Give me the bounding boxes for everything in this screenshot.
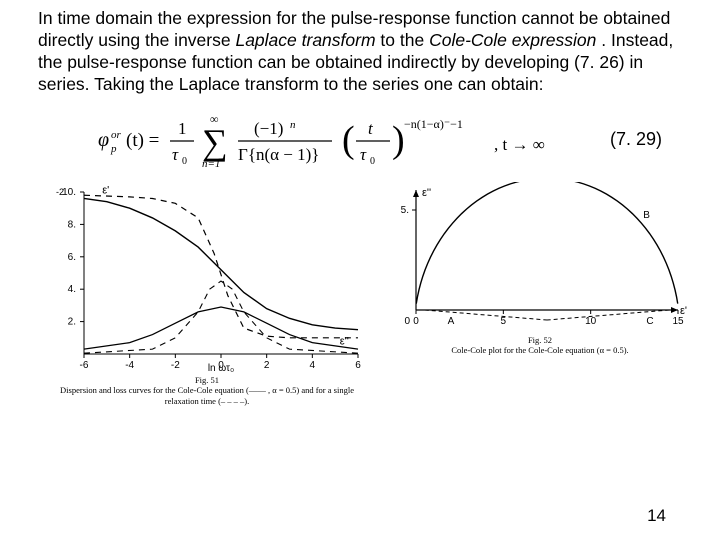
colecole-term: Cole-Cole expression [429, 30, 596, 50]
svg-text:0: 0 [404, 316, 410, 327]
fig52-cap1: Fig. 52 [451, 335, 628, 346]
svg-text:0: 0 [370, 156, 375, 167]
svg-text:, t → ∞: , t → ∞ [494, 135, 545, 154]
svg-text:6.: 6. [68, 251, 76, 262]
svg-text:∞: ∞ [210, 112, 219, 126]
svg-text:-6: -6 [80, 360, 89, 371]
svg-text:10.: 10. [62, 187, 76, 198]
equation-row: φ p or (t) = 1 τ 0 ∑ ∞ n=1 (−1) n Γ{n(α … [38, 110, 682, 170]
svg-text:ε'': ε'' [422, 187, 431, 199]
para-between: to the [380, 30, 429, 50]
svg-text:8.: 8. [68, 219, 76, 230]
svg-text:-4: -4 [125, 360, 134, 371]
svg-text:t: t [368, 119, 374, 138]
svg-text:n=1: n=1 [202, 158, 220, 170]
svg-text:τ: τ [360, 145, 367, 164]
svg-text:4.: 4. [68, 284, 76, 295]
figure-right: 5 10 15 5. ε'' ε' 0 A B C 0 Fig. 52 Cole-Cole plot… [390, 182, 690, 407]
svg-text:0: 0 [182, 156, 187, 167]
fig52-svg: 5 10 15 5. ε'' ε' 0 A B C 0 [390, 182, 690, 332]
fig52-caption: Fig. 52 Cole-Cole plot for the Cole-Cole… [451, 335, 628, 356]
svg-text:C: C [646, 316, 653, 327]
svg-text:n: n [290, 119, 296, 131]
svg-text:4: 4 [310, 360, 316, 371]
svg-text:or: or [111, 129, 122, 141]
equation-number: (7. 29) [610, 129, 672, 150]
svg-text:2: 2 [264, 360, 270, 371]
svg-text:ε': ε' [102, 184, 109, 196]
fig51-cap3: relaxation time (– – – –). [60, 396, 354, 407]
fig51-cap1: Fig. 51 [60, 375, 354, 386]
svg-text:(t) =: (t) = [126, 130, 159, 151]
svg-text:B: B [643, 210, 650, 221]
svg-text:(−1): (−1) [254, 119, 283, 138]
svg-text:ε'': ε'' [340, 335, 349, 347]
svg-text:1: 1 [178, 119, 187, 138]
svg-text:5.: 5. [401, 205, 409, 216]
svg-text:φ: φ [98, 129, 109, 151]
svg-text:6: 6 [355, 360, 361, 371]
svg-text:ε': ε' [680, 305, 687, 317]
svg-text:): ) [392, 119, 405, 161]
fig51-svg: 2.4.6.8.10.-6-4-20246ln ωτ₀ε'ε''-2 [42, 182, 372, 372]
svg-text:10: 10 [585, 316, 597, 327]
svg-text:τ: τ [172, 145, 179, 164]
svg-text:p: p [110, 143, 117, 155]
svg-text:(: ( [342, 119, 355, 161]
fig51-cap2: Dispersion and loss curves for the Cole-… [60, 385, 354, 396]
equation-svg: φ p or (t) = 1 τ 0 ∑ ∞ n=1 (−1) n Γ{n(α … [98, 110, 578, 170]
svg-text:2.: 2. [68, 316, 76, 327]
svg-text:ln ωτ₀: ln ωτ₀ [208, 363, 234, 372]
svg-text:∑: ∑ [202, 122, 228, 162]
laplace-term: Laplace transform [235, 30, 375, 50]
figure-left: 2.4.6.8.10.-6-4-20246ln ωτ₀ε'ε''-2 Fig. … [42, 182, 372, 407]
svg-text:−n(1−α)⁻−1: −n(1−α)⁻−1 [404, 117, 463, 131]
svg-text:15: 15 [672, 316, 684, 327]
svg-text:Γ{n(α − 1)}: Γ{n(α − 1)} [238, 145, 319, 164]
fig51-caption: Fig. 51 Dispersion and loss curves for t… [60, 375, 354, 407]
svg-text:5: 5 [501, 316, 507, 327]
body-paragraph: In time domain the expression for the pu… [38, 8, 682, 96]
page-number: 14 [647, 506, 666, 526]
fig52-cap2: Cole-Cole plot for the Cole-Cole equatio… [451, 345, 628, 356]
svg-text:-2: -2 [171, 360, 180, 371]
svg-text:A: A [448, 316, 455, 327]
svg-text:0: 0 [413, 316, 419, 327]
svg-text:-2: -2 [56, 187, 64, 197]
figures-row: 2. 4. 6. 8. 10. -6 -4 -2 0 2 4 6 ln ωτ₀ ε' ε'' -2 Fig. … [38, 182, 682, 407]
